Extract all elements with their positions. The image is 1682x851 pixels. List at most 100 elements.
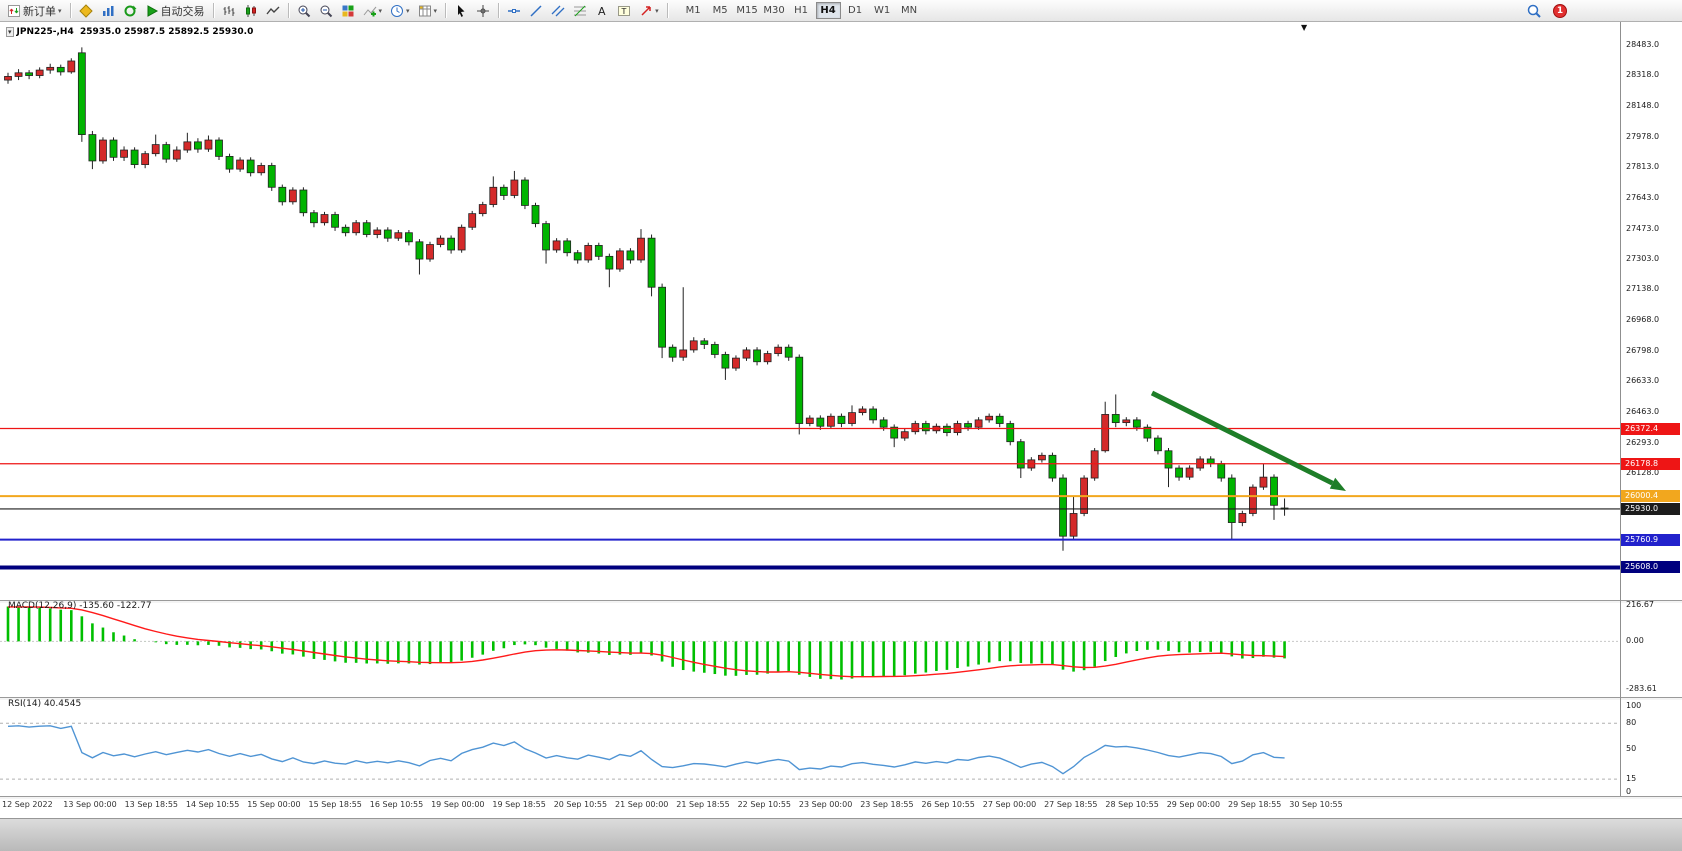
bar-chart-icon bbox=[223, 5, 235, 16]
time-axis-label: 14 Sep 10:55 bbox=[185, 800, 240, 809]
price-axis-label: 26293.0 bbox=[1626, 437, 1660, 447]
time-axis-label: 27 Sep 18:55 bbox=[1044, 800, 1098, 809]
time-axis-label: 26 Sep 10:55 bbox=[921, 800, 975, 809]
time-axis-label: 30 Sep 10:55 bbox=[1289, 800, 1343, 809]
timeframe-button-H4[interactable]: H4 bbox=[815, 2, 841, 19]
timeframe-button-H1[interactable]: H1 bbox=[794, 5, 809, 16]
rsi-line bbox=[7, 725, 1285, 775]
price-axis-label: 26798.0 bbox=[1626, 346, 1660, 356]
auto-trading-button[interactable]: 自动交易 bbox=[141, 1, 209, 20]
time-axis-label: 21 Sep 00:00 bbox=[615, 800, 669, 809]
auto-trading-icon bbox=[147, 4, 158, 17]
trend-arrow[interactable] bbox=[1150, 390, 1334, 486]
timeframe-button-M5[interactable]: M5 bbox=[712, 5, 728, 16]
market-watch-button[interactable] bbox=[97, 1, 119, 20]
line-chart-icon bbox=[265, 6, 280, 14]
timeframe-button-M30[interactable]: M30 bbox=[763, 5, 785, 16]
zoom-in-button[interactable] bbox=[293, 1, 315, 20]
cursor-icon bbox=[458, 4, 465, 17]
templates-button[interactable]: ▾ bbox=[414, 1, 442, 20]
trendline-button[interactable] bbox=[525, 1, 547, 20]
metaeditor-button[interactable] bbox=[75, 1, 97, 20]
price-axis-label: 26968.0 bbox=[1626, 315, 1660, 325]
price-axis-label: 26128.0 bbox=[1626, 467, 1660, 477]
notification-badge[interactable]: 1 bbox=[1553, 3, 1567, 18]
tile-windows-button[interactable] bbox=[337, 1, 359, 20]
timeframe-button-M15[interactable]: M15 bbox=[736, 5, 758, 16]
arrows-button[interactable]: ▾ bbox=[635, 1, 663, 20]
toolbar-separator bbox=[212, 3, 214, 18]
timeframe-button-MN[interactable]: MN bbox=[901, 5, 918, 16]
rsi-scale-label: 100 bbox=[1626, 701, 1642, 710]
new-order-icon bbox=[8, 4, 20, 17]
fibonacci-icon bbox=[574, 5, 587, 16]
time-axis-label: 16 Sep 10:55 bbox=[369, 800, 424, 809]
price-axis-label: 28318.0 bbox=[1626, 69, 1660, 79]
crosshair-icon bbox=[477, 4, 490, 17]
time-axis-label: 23 Sep 00:00 bbox=[798, 800, 853, 809]
crosshair-button[interactable] bbox=[472, 1, 494, 20]
horizontal-line-icon bbox=[508, 8, 521, 13]
scroll-anchor-icon[interactable]: ▼ bbox=[1301, 23, 1308, 32]
toolbar-separator bbox=[69, 3, 71, 18]
zoom-out-icon bbox=[320, 5, 332, 17]
trendline-icon bbox=[530, 4, 542, 17]
macd-histogram bbox=[6, 606, 1286, 680]
text-button[interactable]: A bbox=[591, 1, 613, 20]
toolbar: 新订单 ▾ 自动交易 ▾ ▾ ▾ A T ▾ M1 M5 M15 M30 H1 H4 D1 W1 MN 1 bbox=[0, 0, 1682, 22]
periods-button[interactable]: ▾ bbox=[386, 1, 414, 20]
toolbar-right: 1 bbox=[1523, 1, 1567, 20]
timeframe-button-M1[interactable]: M1 bbox=[685, 5, 701, 16]
price-line-tag-25760.9: 25760.9 bbox=[1621, 533, 1680, 546]
time-axis-label: 13 Sep 00:00 bbox=[63, 800, 117, 809]
new-order-label: 新订单 bbox=[23, 4, 56, 18]
zoom-out-button[interactable] bbox=[315, 1, 337, 20]
price-axis-label: 27978.0 bbox=[1626, 131, 1660, 141]
line-chart-button[interactable] bbox=[262, 1, 284, 20]
time-axis-label: 19 Sep 00:00 bbox=[431, 800, 485, 809]
time-axis-label: 15 Sep 00:00 bbox=[247, 800, 301, 809]
refresh-button[interactable] bbox=[119, 1, 141, 20]
price-axis-label: 27303.0 bbox=[1626, 254, 1660, 264]
cursor-button[interactable] bbox=[450, 1, 472, 20]
text-label-button[interactable]: T bbox=[613, 1, 635, 20]
time-axis-label: 27 Sep 00:00 bbox=[982, 800, 1037, 809]
timeframe-button-W1[interactable]: W1 bbox=[873, 5, 891, 16]
market-watch-icon bbox=[102, 5, 114, 16]
text-icon: A bbox=[598, 5, 606, 18]
rsi-scale-label: 15 bbox=[1626, 774, 1637, 784]
price-line-tag-26372.4: 26372.4 bbox=[1621, 422, 1680, 435]
horizontal-line-button[interactable] bbox=[503, 1, 525, 20]
price-axis-label: 27473.0 bbox=[1626, 223, 1660, 233]
macd-scale-label: -283.61 bbox=[1626, 683, 1657, 693]
periods-icon bbox=[391, 4, 404, 17]
toolbar-separator bbox=[498, 3, 500, 18]
time-axis-label: 29 Sep 18:55 bbox=[1228, 800, 1282, 809]
new-order-caret-icon: ▾ bbox=[58, 6, 62, 15]
text-label-icon: T bbox=[618, 5, 631, 16]
channel-icon bbox=[551, 5, 565, 16]
candle-chart-button[interactable] bbox=[240, 1, 262, 20]
templates-caret-icon: ▾ bbox=[433, 6, 438, 15]
auto-trading-label: 自动交易 bbox=[160, 4, 205, 18]
refresh-icon bbox=[124, 5, 137, 16]
macd-scale-label: 216.67 bbox=[1626, 600, 1654, 609]
toolbar-separator bbox=[287, 3, 289, 18]
channel-button[interactable] bbox=[547, 1, 569, 20]
toolbar-buttons: 新订单 ▾ 自动交易 ▾ ▾ ▾ A T ▾ bbox=[3, 1, 672, 20]
arrows-caret-icon: ▾ bbox=[655, 6, 659, 15]
rsi-scale-label: 80 bbox=[1626, 718, 1637, 728]
price-axis-label: 26463.0 bbox=[1626, 407, 1660, 417]
time-axis-label: 23 Sep 18:55 bbox=[860, 800, 914, 809]
search-button[interactable] bbox=[1523, 1, 1545, 20]
symbol-dropdown-icon[interactable]: ▾ bbox=[6, 27, 14, 37]
price-line-tag-26000.4: 26000.4 bbox=[1621, 490, 1680, 503]
timeframe-button-D1[interactable]: D1 bbox=[848, 5, 863, 16]
price-axis-label: 27643.0 bbox=[1626, 192, 1660, 202]
fibonacci-button[interactable] bbox=[569, 1, 591, 20]
indicators-button[interactable]: ▾ bbox=[359, 1, 387, 20]
new-order-button[interactable]: 新订单 ▾ bbox=[3, 1, 66, 20]
bar-chart-button[interactable] bbox=[218, 1, 240, 20]
svg-text:A: A bbox=[598, 5, 606, 18]
